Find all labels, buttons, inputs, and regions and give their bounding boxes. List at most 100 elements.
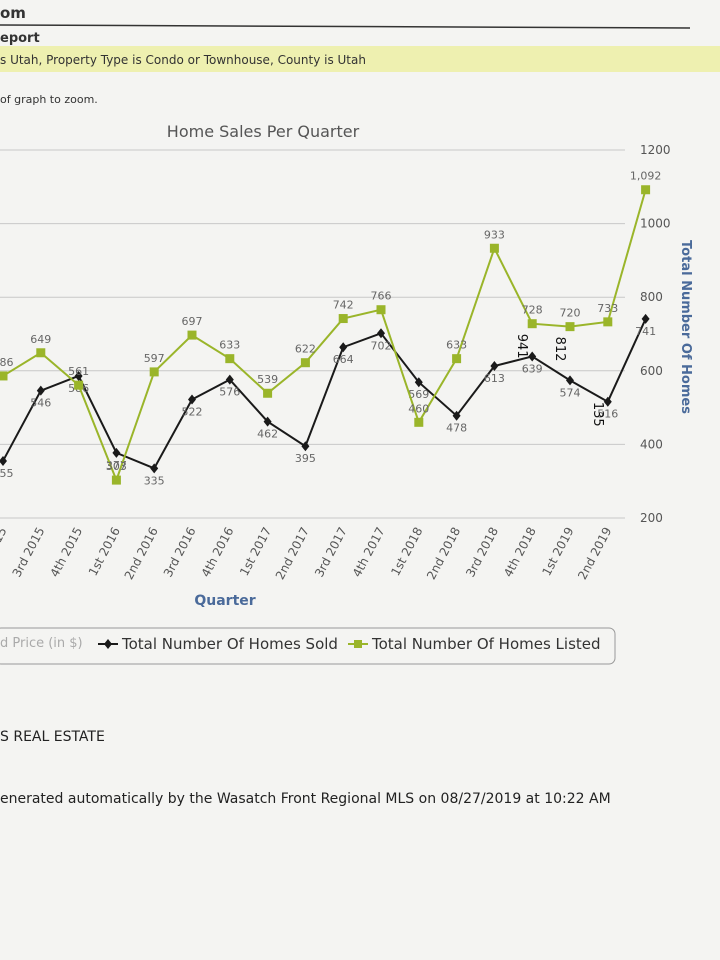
marker: [36, 348, 46, 358]
marker: [641, 313, 650, 324]
data-label: 395: [295, 452, 316, 465]
filter-text: s Utah, Property Type is Condo or Townho…: [0, 53, 366, 67]
data-label: 664: [333, 353, 354, 366]
data-label: 697: [182, 315, 203, 328]
marker: [603, 317, 613, 327]
y-tick-label: 400: [640, 437, 663, 451]
data-label: 303: [106, 460, 127, 473]
data-label: 597: [144, 352, 165, 365]
x-axis-label: Quarter: [194, 593, 255, 609]
marker: [301, 441, 310, 452]
data-label: 522: [182, 406, 203, 419]
marker: [187, 330, 197, 340]
data-label: 639: [522, 362, 543, 375]
marker: [527, 319, 537, 329]
data-label: 516: [597, 408, 618, 421]
handwritten-note: 135: [590, 402, 605, 427]
data-label: 649: [30, 333, 51, 346]
marker: [0, 371, 8, 381]
data-label: 766: [371, 290, 392, 303]
y-tick-label: 1200: [640, 143, 671, 157]
y-tick-label: 1000: [640, 217, 671, 231]
data-label: 574: [560, 386, 581, 399]
company: S REAL ESTATE: [0, 729, 105, 745]
marker: [566, 375, 574, 386]
data-label: 586: [0, 356, 14, 369]
data-label: 741: [635, 325, 656, 338]
data-label: 462: [257, 428, 278, 441]
chart-title: Home Sales Per Quarter: [167, 122, 360, 141]
marker: [414, 417, 424, 427]
marker: [111, 475, 121, 485]
marker: [565, 322, 575, 332]
data-label: 335: [144, 474, 165, 487]
data-label: 355: [0, 467, 14, 480]
legend-marker: [354, 640, 362, 648]
marker: [300, 358, 310, 368]
header-rule: [0, 24, 691, 29]
y-tick-label: 200: [640, 511, 663, 525]
marker: [490, 361, 499, 372]
hint: of graph to zoom.: [0, 93, 98, 106]
y-axis-label: Total Number Of Homes: [678, 240, 693, 414]
marker: [641, 185, 651, 195]
marker: [188, 394, 196, 405]
marker: [528, 351, 537, 362]
marker: [452, 410, 461, 421]
y-tick-label: 800: [640, 290, 663, 304]
data-label: 622: [295, 343, 316, 356]
marker: [338, 314, 348, 324]
data-label: 576: [219, 386, 240, 399]
data-label: 1,092: [630, 170, 662, 183]
data-label: 742: [333, 299, 354, 312]
marker: [74, 380, 84, 390]
data-label: 478: [446, 422, 467, 435]
marker: [603, 396, 612, 407]
marker: [489, 243, 499, 253]
filter-bar: [0, 46, 720, 72]
data-label: 460: [408, 402, 429, 415]
data-label: 733: [597, 302, 618, 315]
series-line: [2, 189, 647, 483]
marker: [225, 354, 235, 364]
header-title: om: [0, 4, 26, 22]
marker: [74, 370, 83, 381]
legend-marker: [104, 639, 112, 649]
marker: [225, 374, 234, 385]
data-label: 728: [522, 304, 543, 317]
marker: [377, 328, 385, 339]
data-label: 633: [219, 339, 240, 352]
marker: [414, 377, 423, 388]
data-label: 702: [371, 339, 392, 352]
data-label: 933: [484, 228, 505, 241]
data-label: 633: [446, 339, 467, 352]
data-label: 539: [257, 373, 278, 386]
marker: [376, 305, 386, 315]
y-tick-label: 600: [640, 364, 663, 378]
legend-label: Total Number Of Homes Sold: [121, 635, 338, 653]
data-label: 720: [560, 307, 581, 320]
legend-label: Total Number Of Homes Listed: [371, 635, 601, 653]
data-label: 546: [30, 397, 51, 410]
marker: [452, 354, 462, 364]
header-subtitle: eport: [0, 31, 40, 46]
marker: [0, 455, 7, 466]
data-label: 613: [484, 372, 505, 385]
handwritten-note: 941: [514, 334, 529, 359]
footer-note: enerated automatically by the Wasatch Fr…: [0, 791, 611, 807]
marker: [263, 388, 273, 398]
marker: [339, 342, 348, 353]
marker: [112, 447, 121, 458]
marker: [263, 416, 272, 427]
series-line: [2, 318, 647, 470]
legend-partial: d Price (in $): [0, 636, 83, 651]
marker: [36, 385, 45, 396]
legend-box: [0, 627, 616, 665]
data-label: 569: [408, 388, 429, 401]
data-label: 561: [68, 365, 89, 378]
handwritten-note: 812: [552, 337, 567, 362]
marker: [149, 367, 159, 377]
marker: [150, 463, 159, 474]
